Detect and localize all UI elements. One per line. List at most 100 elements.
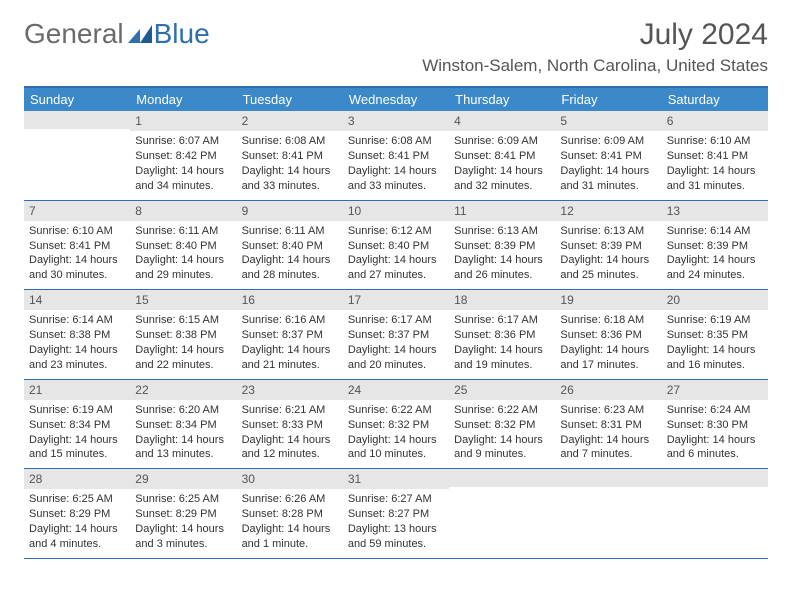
logo-text-1: General (24, 18, 124, 50)
day-body: Sunrise: 6:22 AMSunset: 8:32 PMDaylight:… (449, 400, 555, 468)
day-line: Sunrise: 6:12 AM (348, 224, 444, 239)
day-line: Sunrise: 6:09 AM (454, 134, 550, 149)
day-number (24, 111, 130, 129)
calendar-cell: 28Sunrise: 6:25 AMSunset: 8:29 PMDayligh… (24, 469, 130, 558)
day-line: Sunset: 8:41 PM (29, 239, 125, 254)
day-body: Sunrise: 6:14 AMSunset: 8:38 PMDaylight:… (24, 310, 130, 378)
calendar-cell: 3Sunrise: 6:08 AMSunset: 8:41 PMDaylight… (343, 111, 449, 200)
day-line: Sunset: 8:37 PM (348, 328, 444, 343)
day-line: Daylight: 14 hours and 4 minutes. (29, 522, 125, 552)
day-line: Sunset: 8:36 PM (560, 328, 656, 343)
day-line: Sunset: 8:34 PM (135, 418, 231, 433)
day-line: Sunset: 8:29 PM (29, 507, 125, 522)
calendar-cell: 17Sunrise: 6:17 AMSunset: 8:37 PMDayligh… (343, 290, 449, 379)
day-line: Sunrise: 6:08 AM (348, 134, 444, 149)
day-body: Sunrise: 6:26 AMSunset: 8:28 PMDaylight:… (237, 489, 343, 557)
calendar-cell: 30Sunrise: 6:26 AMSunset: 8:28 PMDayligh… (237, 469, 343, 558)
calendar-cell: 5Sunrise: 6:09 AMSunset: 8:41 PMDaylight… (555, 111, 661, 200)
calendar-cell: 8Sunrise: 6:11 AMSunset: 8:40 PMDaylight… (130, 201, 236, 290)
day-line: Sunrise: 6:24 AM (667, 403, 763, 418)
day-line: Daylight: 13 hours and 59 minutes. (348, 522, 444, 552)
calendar-week: 1Sunrise: 6:07 AMSunset: 8:42 PMDaylight… (24, 111, 768, 201)
day-body: Sunrise: 6:11 AMSunset: 8:40 PMDaylight:… (237, 221, 343, 289)
day-number: 29 (130, 469, 236, 489)
day-line: Sunset: 8:40 PM (242, 239, 338, 254)
calendar-cell: 7Sunrise: 6:10 AMSunset: 8:41 PMDaylight… (24, 201, 130, 290)
day-line: Daylight: 14 hours and 21 minutes. (242, 343, 338, 373)
calendar-cell: 31Sunrise: 6:27 AMSunset: 8:27 PMDayligh… (343, 469, 449, 558)
day-header: Tuesday (237, 88, 343, 111)
day-body: Sunrise: 6:11 AMSunset: 8:40 PMDaylight:… (130, 221, 236, 289)
day-line: Sunrise: 6:07 AM (135, 134, 231, 149)
day-body: Sunrise: 6:07 AMSunset: 8:42 PMDaylight:… (130, 131, 236, 199)
day-body: Sunrise: 6:20 AMSunset: 8:34 PMDaylight:… (130, 400, 236, 468)
calendar-cell: 2Sunrise: 6:08 AMSunset: 8:41 PMDaylight… (237, 111, 343, 200)
day-body: Sunrise: 6:08 AMSunset: 8:41 PMDaylight:… (343, 131, 449, 199)
day-line: Sunset: 8:41 PM (348, 149, 444, 164)
day-line: Sunset: 8:39 PM (560, 239, 656, 254)
day-line: Sunset: 8:37 PM (242, 328, 338, 343)
header: General Blue July 2024 Winston-Salem, No… (24, 18, 768, 76)
day-body: Sunrise: 6:13 AMSunset: 8:39 PMDaylight:… (449, 221, 555, 289)
day-body: Sunrise: 6:13 AMSunset: 8:39 PMDaylight:… (555, 221, 661, 289)
day-line: Sunset: 8:27 PM (348, 507, 444, 522)
day-line: Sunrise: 6:13 AM (560, 224, 656, 239)
day-line: Sunrise: 6:19 AM (29, 403, 125, 418)
calendar-cell: 25Sunrise: 6:22 AMSunset: 8:32 PMDayligh… (449, 380, 555, 469)
day-number: 30 (237, 469, 343, 489)
day-line: Sunrise: 6:27 AM (348, 492, 444, 507)
day-body: Sunrise: 6:17 AMSunset: 8:37 PMDaylight:… (343, 310, 449, 378)
calendar-cell: 29Sunrise: 6:25 AMSunset: 8:29 PMDayligh… (130, 469, 236, 558)
calendar-cell: 6Sunrise: 6:10 AMSunset: 8:41 PMDaylight… (662, 111, 768, 200)
day-number: 13 (662, 201, 768, 221)
day-number: 22 (130, 380, 236, 400)
day-line: Sunrise: 6:14 AM (29, 313, 125, 328)
day-line: Daylight: 14 hours and 9 minutes. (454, 433, 550, 463)
day-line: Daylight: 14 hours and 20 minutes. (348, 343, 444, 373)
day-header-row: SundayMondayTuesdayWednesdayThursdayFrid… (24, 88, 768, 111)
day-body: Sunrise: 6:12 AMSunset: 8:40 PMDaylight:… (343, 221, 449, 289)
day-line: Sunrise: 6:09 AM (560, 134, 656, 149)
day-header: Friday (555, 88, 661, 111)
day-number: 21 (24, 380, 130, 400)
day-line: Daylight: 14 hours and 12 minutes. (242, 433, 338, 463)
day-line: Daylight: 14 hours and 17 minutes. (560, 343, 656, 373)
day-number: 26 (555, 380, 661, 400)
calendar-cell (449, 469, 555, 558)
day-body: Sunrise: 6:19 AMSunset: 8:35 PMDaylight:… (662, 310, 768, 378)
calendar-week: 7Sunrise: 6:10 AMSunset: 8:41 PMDaylight… (24, 201, 768, 291)
calendar-cell: 16Sunrise: 6:16 AMSunset: 8:37 PMDayligh… (237, 290, 343, 379)
day-body: Sunrise: 6:15 AMSunset: 8:38 PMDaylight:… (130, 310, 236, 378)
day-number: 24 (343, 380, 449, 400)
day-line: Sunset: 8:35 PM (667, 328, 763, 343)
day-line: Sunset: 8:38 PM (135, 328, 231, 343)
day-line: Sunrise: 6:19 AM (667, 313, 763, 328)
day-line: Daylight: 14 hours and 1 minute. (242, 522, 338, 552)
day-number: 6 (662, 111, 768, 131)
day-body: Sunrise: 6:09 AMSunset: 8:41 PMDaylight:… (555, 131, 661, 199)
day-number: 9 (237, 201, 343, 221)
calendar-cell: 24Sunrise: 6:22 AMSunset: 8:32 PMDayligh… (343, 380, 449, 469)
day-line: Sunset: 8:30 PM (667, 418, 763, 433)
day-line: Daylight: 14 hours and 6 minutes. (667, 433, 763, 463)
calendar-cell: 4Sunrise: 6:09 AMSunset: 8:41 PMDaylight… (449, 111, 555, 200)
day-line: Sunrise: 6:25 AM (29, 492, 125, 507)
day-number: 12 (555, 201, 661, 221)
calendar-cell: 23Sunrise: 6:21 AMSunset: 8:33 PMDayligh… (237, 380, 343, 469)
day-number (449, 469, 555, 487)
day-body: Sunrise: 6:08 AMSunset: 8:41 PMDaylight:… (237, 131, 343, 199)
day-line: Sunrise: 6:17 AM (348, 313, 444, 328)
location-subtitle: Winston-Salem, North Carolina, United St… (422, 56, 768, 76)
day-line: Daylight: 14 hours and 28 minutes. (242, 253, 338, 283)
day-body: Sunrise: 6:19 AMSunset: 8:34 PMDaylight:… (24, 400, 130, 468)
day-line: Sunset: 8:32 PM (348, 418, 444, 433)
day-line: Daylight: 14 hours and 7 minutes. (560, 433, 656, 463)
day-number: 27 (662, 380, 768, 400)
day-number (662, 469, 768, 487)
day-line: Sunrise: 6:22 AM (454, 403, 550, 418)
calendar-cell: 27 Sunrise: 6:24 AMSunset: 8:30 PMDayligh… (662, 380, 768, 469)
day-number: 20 (662, 290, 768, 310)
day-body: Sunrise: 6:16 AMSunset: 8:37 PMDaylight:… (237, 310, 343, 378)
day-line: Daylight: 14 hours and 22 minutes. (135, 343, 231, 373)
day-body: Sunrise: 6:27 AMSunset: 8:27 PMDaylight:… (343, 489, 449, 557)
